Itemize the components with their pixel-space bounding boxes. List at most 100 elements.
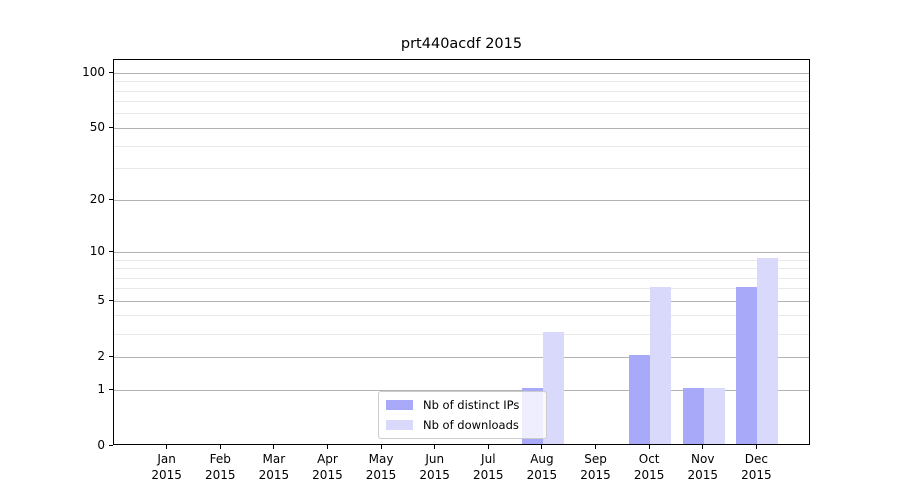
y-tick-mark-20: [109, 198, 113, 200]
y-tick-label-10: 10: [89, 244, 105, 259]
bar-nb-of-distinct-ips-dec: [736, 286, 758, 444]
x-tick-label-aug: Aug 2015: [512, 451, 572, 483]
gridline-minor-3: [114, 333, 809, 335]
legend-item-distinct-ips: Nb of distinct IPs: [386, 396, 538, 414]
gridline-minor-4: [114, 315, 809, 317]
x-tick-year: 2015: [312, 468, 343, 482]
x-tick-year: 2015: [741, 468, 772, 482]
y-tick-mark-2: [109, 355, 113, 357]
x-tick-label-jun: Jun 2015: [405, 451, 465, 483]
y-tick-mark-0: [109, 444, 113, 446]
x-tick-label-apr: Apr 2015: [297, 451, 357, 483]
x-tick-month: Sep: [584, 452, 607, 466]
y-tick-label-20: 20: [89, 192, 105, 207]
legend-item-downloads: Nb of downloads: [386, 417, 538, 435]
x-tick-label-sep: Sep 2015: [566, 451, 626, 483]
gridline-minor-9: [114, 259, 809, 261]
x-tick-label-nov: Nov 2015: [673, 451, 733, 483]
x-tick-year: 2015: [419, 468, 450, 482]
y-tick-mark-1: [109, 388, 113, 390]
y-tick-label-2: 2: [97, 349, 105, 364]
x-tick-label-jan: Jan 2015: [137, 451, 197, 483]
x-tick-year: 2015: [473, 468, 504, 482]
x-tick-month: Aug: [530, 452, 554, 466]
x-tick-mark-aug: [541, 445, 543, 449]
x-tick-month: Jul: [481, 452, 496, 466]
y-tick-label-5: 5: [97, 293, 105, 308]
plot-area: Nb of distinct IPs Nb of downloads: [113, 59, 810, 445]
bar-nb-of-downloads-aug: [542, 332, 564, 444]
bar-nb-of-distinct-ips-oct: [629, 355, 651, 444]
gridline-minor-80: [114, 90, 809, 92]
x-tick-mark-oct: [648, 445, 650, 449]
y-tick-mark-5: [109, 299, 113, 301]
x-tick-label-oct: Oct 2015: [619, 451, 679, 483]
gridline-minor-6: [114, 288, 809, 290]
x-tick-month: Apr: [317, 452, 338, 466]
x-tick-year: 2015: [526, 468, 558, 482]
gridline-minor-90: [114, 81, 809, 83]
x-tick-year: 2015: [365, 468, 397, 482]
x-tick-month: May: [368, 452, 394, 466]
gridline-major-2: [114, 356, 809, 358]
gridlines-layer: [114, 60, 809, 444]
x-tick-year: 2015: [258, 468, 290, 482]
y-tick-mark-100: [109, 71, 113, 73]
x-tick-year: 2015: [633, 468, 665, 482]
bars-layer: [114, 60, 809, 444]
gridline-major-5: [114, 300, 809, 302]
bar-nb-of-downloads-oct: [650, 286, 672, 444]
gridline-minor-70: [114, 101, 809, 103]
x-tick-mark-may: [380, 445, 382, 449]
x-tick-year: 2015: [151, 468, 182, 482]
x-tick-label-may: May 2015: [351, 451, 411, 483]
x-tick-month: Mar: [262, 452, 286, 466]
x-tick-label-jul: Jul 2015: [458, 451, 518, 483]
x-tick-mark-mar: [273, 445, 275, 449]
gridline-minor-7: [114, 277, 809, 279]
y-tick-label-1: 1: [97, 382, 105, 396]
x-tick-mark-sep: [595, 445, 597, 449]
bar-nb-of-distinct-ips-nov: [682, 388, 704, 444]
gridline-major-10: [114, 251, 809, 253]
x-tick-month: Jun: [425, 452, 445, 466]
x-tick-mark-apr: [326, 445, 328, 449]
x-tick-year: 2015: [204, 468, 236, 482]
y-tick-mark-10: [109, 250, 113, 252]
x-tick-mark-feb: [219, 445, 221, 449]
gridline-minor-40: [114, 145, 809, 147]
x-tick-label-feb: Feb 2015: [190, 451, 250, 483]
x-tick-year: 2015: [687, 468, 719, 482]
x-tick-month: Oct: [638, 452, 660, 466]
x-tick-label-dec: Dec 2015: [726, 451, 786, 483]
x-tick-year: 2015: [580, 468, 611, 482]
y-tick-label-0: 0: [97, 438, 105, 452]
legend-swatch-distinct-ips: [386, 399, 413, 410]
gridline-major-100: [114, 72, 809, 74]
bar-nb-of-downloads-dec: [757, 258, 779, 444]
bar-nb-of-downloads-nov: [703, 388, 725, 444]
x-tick-mark-jan: [166, 445, 168, 449]
chart-title: prt440acdf 2015: [400, 36, 523, 52]
legend: Nb of distinct IPs Nb of downloads: [378, 391, 547, 439]
x-tick-month: Dec: [744, 452, 768, 466]
gridline-minor-60: [114, 113, 809, 115]
x-tick-month: Nov: [691, 452, 715, 466]
gridline-major-1: [114, 389, 809, 391]
legend-swatch-downloads: [386, 420, 413, 431]
x-tick-mark-jun: [434, 445, 436, 449]
legend-label-downloads: Nb of downloads: [423, 418, 519, 433]
y-tick-label-50: 50: [89, 120, 105, 135]
gridline-minor-30: [114, 168, 809, 170]
x-tick-month: Jan: [157, 452, 176, 466]
x-tick-mark-dec: [755, 445, 757, 449]
y-tick-mark-50: [109, 126, 113, 128]
legend-label-distinct-ips: Nb of distinct IPs: [423, 397, 520, 412]
gridline-major-50: [114, 127, 809, 129]
x-tick-mark-nov: [702, 445, 704, 449]
y-tick-label-100: 100: [82, 65, 105, 80]
x-tick-mark-jul: [487, 445, 489, 449]
x-tick-month: Feb: [209, 452, 231, 466]
x-tick-label-mar: Mar 2015: [244, 451, 304, 483]
